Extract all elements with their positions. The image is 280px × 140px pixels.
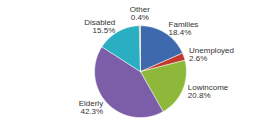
svg-text:Other0.4%: Other0.4% (130, 5, 150, 22)
svg-text:Elderly42.3%: Elderly42.3% (79, 99, 103, 116)
svg-text:Disabled15.5%: Disabled15.5% (84, 18, 115, 35)
svg-text:Lowincome20.8%: Lowincome20.8% (188, 83, 229, 100)
svg-text:Unemployed2.6%: Unemployed2.6% (189, 46, 234, 63)
svg-text:Families18.4%: Families18.4% (169, 20, 199, 37)
